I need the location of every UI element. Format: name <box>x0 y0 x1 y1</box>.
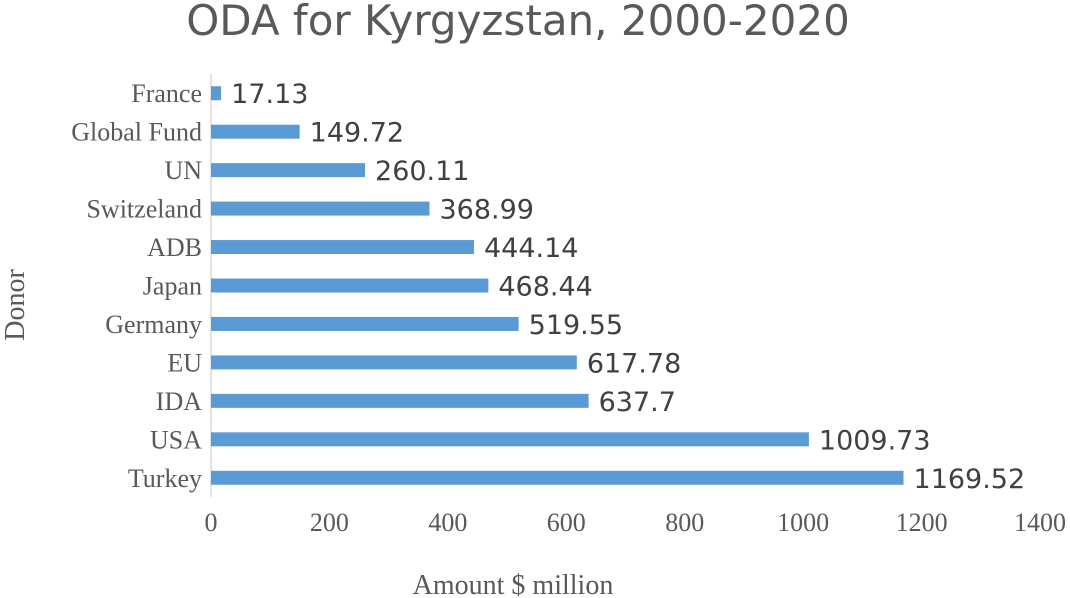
bar <box>211 201 430 216</box>
category-label: Germany <box>105 310 202 339</box>
data-label: 637.7 <box>599 387 676 418</box>
bar <box>211 278 489 293</box>
x-tick-label: 0 <box>205 508 218 537</box>
bar <box>211 124 300 139</box>
category-label: ADB <box>147 233 202 262</box>
category-label: Japan <box>143 272 202 301</box>
data-label: 17.13 <box>231 79 308 110</box>
data-label: 368.99 <box>439 195 533 226</box>
bar <box>211 163 366 178</box>
x-tick-label: 1400 <box>1014 508 1066 537</box>
bar <box>211 316 519 331</box>
chart-title: ODA for Kyrgyzstan, 2000-2020 <box>186 0 850 45</box>
data-label: 444.14 <box>484 233 578 264</box>
bar <box>211 86 222 101</box>
x-tick-label: 1000 <box>777 508 829 537</box>
data-label: 519.55 <box>529 310 623 341</box>
bar <box>211 470 904 485</box>
data-label: 1169.52 <box>914 464 1026 495</box>
x-tick-label: 1200 <box>896 508 948 537</box>
category-labels-group: Turkey USA IDA EU Germany Japan ADB Switzeland U… <box>71 79 202 493</box>
bar <box>211 432 809 447</box>
data-label: 149.72 <box>310 118 404 149</box>
x-tick-label: 600 <box>547 508 586 537</box>
data-label: 617.78 <box>587 348 681 379</box>
data-labels-group: 1169.52 1009.73 637.7 617.78 519.55 468.44 444… <box>231 79 1025 495</box>
category-label: EU <box>167 348 202 377</box>
data-label: 1009.73 <box>819 425 931 456</box>
x-tick-label: 800 <box>665 508 704 537</box>
x-tick-labels-group: 0 200 400 600 800 1000 1200 1400 <box>205 508 1067 537</box>
x-axis-title: Amount $ million <box>413 570 614 598</box>
category-label: Global Fund <box>71 118 202 147</box>
category-label: Turkey <box>128 464 202 493</box>
category-label: UN <box>164 156 202 185</box>
bars-group <box>211 86 904 485</box>
y-axis-title: Donor <box>0 269 31 341</box>
category-label: Switzeland <box>86 195 202 224</box>
data-label: 468.44 <box>498 272 592 303</box>
data-label: 260.11 <box>375 156 469 187</box>
bar <box>211 240 474 255</box>
x-tick-label: 400 <box>428 508 467 537</box>
bar <box>211 355 577 370</box>
category-label: USA <box>150 425 202 454</box>
x-tick-label: 200 <box>310 508 349 537</box>
category-label: France <box>131 79 202 108</box>
bar <box>211 393 589 408</box>
category-label: IDA <box>156 387 202 416</box>
